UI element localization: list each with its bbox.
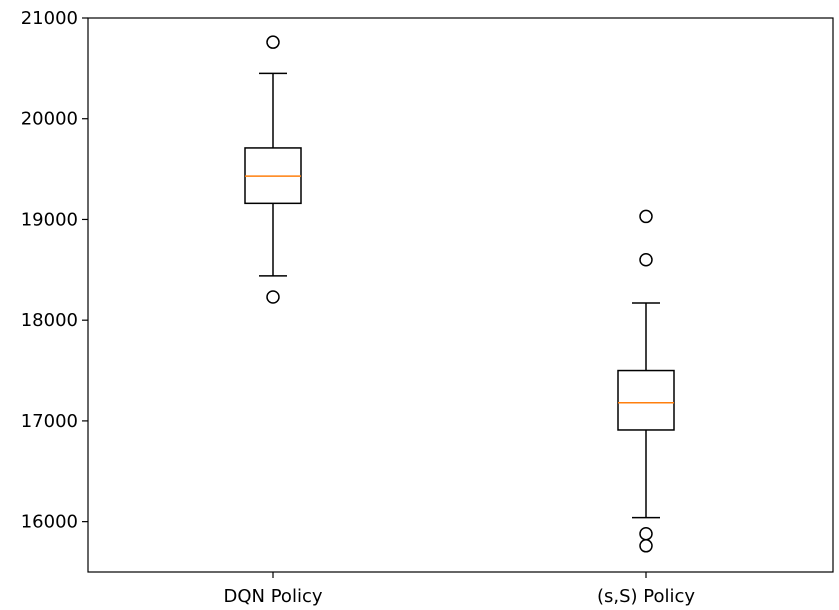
y-axis: 16000 17000 18000 19000 20000 21000: [21, 8, 88, 533]
y-tick-label: 21000: [21, 8, 78, 29]
outlier-point: [266, 35, 280, 49]
box-group: [617, 209, 675, 553]
y-tick-label: 18000: [21, 310, 78, 331]
outlier-point: [639, 209, 653, 224]
y-tick-label: 20000: [21, 109, 78, 130]
iqr-box: [617, 369, 675, 431]
y-tick-label: 19000: [21, 209, 78, 230]
box-group: [244, 35, 302, 304]
x-tick-label: (s,S) Policy: [597, 586, 695, 607]
x-tick-label: DQN Policy: [224, 586, 323, 607]
outlier-point: [639, 526, 653, 541]
plot-area: [244, 35, 675, 553]
outlier-point: [639, 252, 653, 267]
x-axis: DQN Policy (s,S) Policy: [224, 572, 695, 607]
y-tick-label: 16000: [21, 512, 78, 533]
outlier-point: [639, 539, 653, 553]
outlier-point: [266, 290, 280, 304]
axes-frame: [87, 17, 834, 573]
y-tick-label: 17000: [21, 411, 78, 432]
